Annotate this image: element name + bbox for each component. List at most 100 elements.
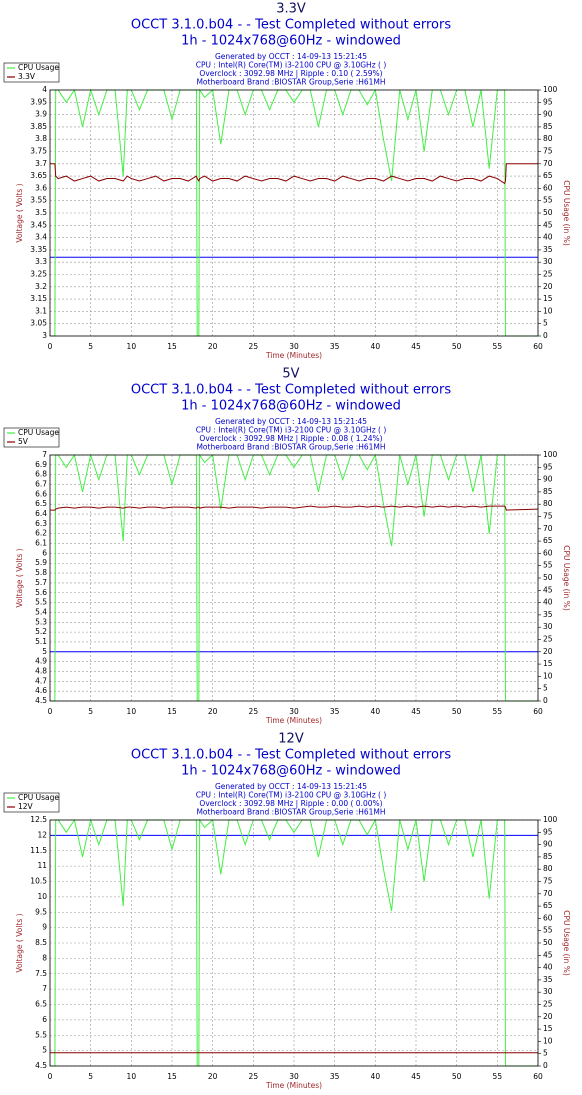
series-line xyxy=(50,163,538,185)
y-tick-label: 3 xyxy=(42,331,47,340)
x-tick-label: 60 xyxy=(533,1072,543,1081)
y2-tick-label: 25 xyxy=(543,635,553,644)
y-tick-label: 3.75 xyxy=(30,147,47,156)
y2-tick-label: 100 xyxy=(543,85,558,94)
series-line xyxy=(50,818,538,1067)
y-tick-label: 5.4 xyxy=(35,607,47,616)
y-tick-label: 3.25 xyxy=(30,270,47,279)
y-tick-label: 3.65 xyxy=(30,171,47,180)
x-tick-label: 35 xyxy=(330,342,340,351)
y2-tick-label: 100 xyxy=(543,450,558,459)
y2-tick-label: 20 xyxy=(543,282,553,291)
x-tick-label: 0 xyxy=(48,342,53,351)
y-tick-label: 5 xyxy=(42,647,47,656)
y2-tick-label: 85 xyxy=(543,487,553,496)
y-tick-label: 6.5 xyxy=(35,1000,47,1009)
x-tick-label: 5 xyxy=(88,707,93,716)
y2-tick-label: 70 xyxy=(543,889,553,898)
x-tick-label: 25 xyxy=(249,707,259,716)
legend-label: 3.3V xyxy=(18,72,36,81)
y-axis-label: Voltage ( Volts ) xyxy=(15,183,24,242)
y2-tick-label: 65 xyxy=(543,536,553,545)
legend-label: CPU Usage xyxy=(18,428,59,437)
y2-tick-label: 30 xyxy=(543,622,553,631)
chart-subtitle: OCCT 3.1.0.b04 - - Test Completed withou… xyxy=(131,18,451,33)
chart-info: Generated by OCCT : 14-09-13 15:21:45 xyxy=(215,782,367,791)
y-tick-label: 10.5 xyxy=(30,877,47,886)
y-tick-label: 3.85 xyxy=(30,122,47,131)
chart-info: Generated by OCCT : 14-09-13 15:21:45 xyxy=(215,52,367,61)
y-tick-label: 7 xyxy=(42,984,47,993)
series-line xyxy=(50,453,538,702)
plot-border xyxy=(49,819,539,1067)
x-tick-label: 10 xyxy=(127,1072,137,1081)
y2-tick-label: 10 xyxy=(543,1036,553,1045)
y2-tick-label: 65 xyxy=(543,901,553,910)
y2-tick-label: 95 xyxy=(543,462,553,471)
x-tick-label: 60 xyxy=(533,707,543,716)
x-tick-label: 30 xyxy=(289,1072,299,1081)
y2-tick-label: 50 xyxy=(543,938,553,947)
y-tick-label: 5.8 xyxy=(35,568,47,577)
y-tick-label: 6 xyxy=(42,548,47,557)
chart-subtitle: 1h - 1024x768@60Hz - windowed xyxy=(181,399,401,414)
x-tick-label: 30 xyxy=(289,707,299,716)
y-tick-label: 6.5 xyxy=(35,499,47,508)
y-tick-label: 11 xyxy=(37,861,47,870)
y2-tick-label: 80 xyxy=(543,134,553,143)
chart-title: 5V xyxy=(282,367,299,382)
legend-label: CPU Usage xyxy=(18,793,59,802)
y-tick-label: 3.55 xyxy=(30,196,47,205)
y-tick-label: 6.2 xyxy=(35,529,47,538)
y2-tick-label: 50 xyxy=(543,573,553,582)
y-tick-label: 5.2 xyxy=(35,627,47,636)
y2-axis-label: CPU Usage (in %) xyxy=(562,545,571,611)
y-tick-label: 3.5 xyxy=(35,208,47,217)
x-tick-label: 5 xyxy=(88,1072,93,1081)
y2-tick-label: 95 xyxy=(543,827,553,836)
x-tick-label: 5 xyxy=(88,342,93,351)
y2-tick-label: 90 xyxy=(543,110,553,119)
y-tick-label: 7 xyxy=(42,450,47,459)
y2-tick-label: 55 xyxy=(543,561,553,570)
y-tick-label: 6 xyxy=(42,1015,47,1024)
x-tick-label: 50 xyxy=(452,1072,462,1081)
y-tick-label: 5.7 xyxy=(35,578,47,587)
y-tick-label: 4.5 xyxy=(35,1061,47,1070)
x-axis-label: Time (Minutes) xyxy=(265,716,322,725)
y-tick-label: 4 xyxy=(42,85,47,94)
chart-title: 12V xyxy=(278,732,304,747)
y-tick-label: 3.05 xyxy=(30,319,47,328)
y2-axis-label: CPU Usage (in %) xyxy=(562,910,571,976)
y-tick-label: 6.9 xyxy=(35,460,47,469)
x-tick-label: 15 xyxy=(167,342,177,351)
y2-tick-label: 100 xyxy=(543,815,558,824)
x-tick-label: 20 xyxy=(208,707,218,716)
y-tick-label: 3.8 xyxy=(35,134,47,143)
y2-tick-label: 0 xyxy=(543,1061,548,1070)
legend-label: 12V xyxy=(18,802,34,811)
y-tick-label: 5 xyxy=(42,1046,47,1055)
y-tick-label: 9 xyxy=(42,923,47,932)
y-tick-label: 3.1 xyxy=(35,306,47,315)
y2-tick-label: 30 xyxy=(543,987,553,996)
x-tick-label: 40 xyxy=(371,1072,381,1081)
y2-tick-label: 80 xyxy=(543,864,553,873)
y-tick-label: 6.4 xyxy=(35,509,47,518)
y2-tick-label: 35 xyxy=(543,245,553,254)
y2-tick-label: 10 xyxy=(543,306,553,315)
y-tick-label: 3.45 xyxy=(30,220,47,229)
y-tick-label: 3.6 xyxy=(35,183,47,192)
y2-tick-label: 75 xyxy=(543,877,553,886)
y2-tick-label: 40 xyxy=(543,598,553,607)
x-tick-label: 10 xyxy=(127,707,137,716)
x-tick-label: 40 xyxy=(371,707,381,716)
y-tick-label: 5.6 xyxy=(35,588,47,597)
y2-tick-label: 40 xyxy=(543,233,553,242)
y-tick-label: 6.3 xyxy=(35,519,47,528)
chart-subtitle: OCCT 3.1.0.b04 - - Test Completed withou… xyxy=(131,383,451,398)
chart-info: Overclock : 3092.98 MHz | Ripple : 0.00 … xyxy=(199,799,382,808)
